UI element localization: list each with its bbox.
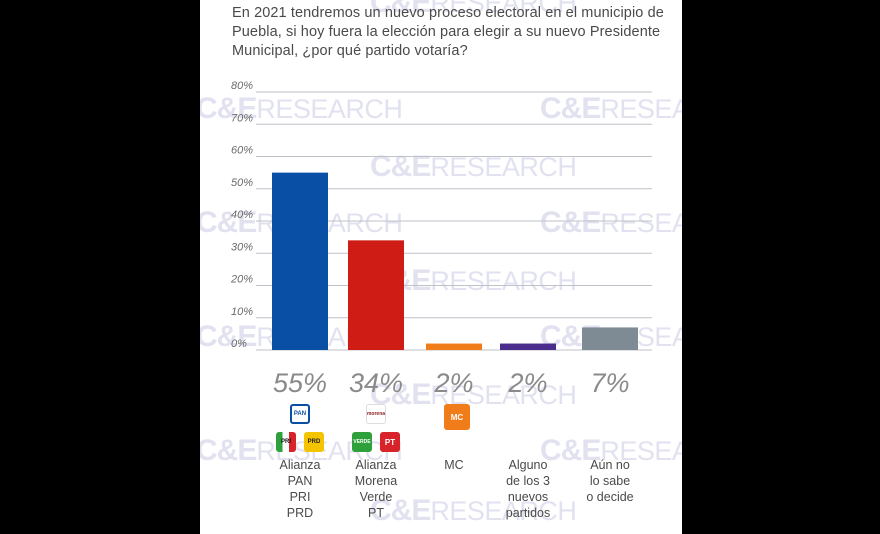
value-label: 2% [507, 368, 547, 398]
bar [348, 240, 404, 350]
value-label: 34% [349, 368, 403, 398]
category-label: Aún no lo sabe o decide [586, 458, 634, 504]
category-label: MC [444, 458, 464, 472]
bar [500, 343, 556, 350]
prd-logo: PRD [304, 432, 324, 452]
y-tick-label: 50% [231, 177, 253, 189]
value-label: 55% [273, 368, 327, 398]
bar [272, 172, 328, 350]
morena-logo: morena [366, 404, 386, 424]
y-tick-label: 20% [230, 274, 253, 286]
category-label: Alianza PAN PRI PRD [279, 458, 321, 520]
pri-logo: PRI [276, 432, 296, 452]
bar [426, 343, 482, 350]
y-tick-label: 0% [231, 338, 247, 350]
pt-logo: PT [380, 432, 400, 452]
verde-logo: VERDE [352, 432, 372, 452]
value-label: 2% [433, 368, 473, 398]
category-label: Alguno de los 3 nuevos partidos [505, 458, 551, 520]
bar-chart: 0% 10% 20% 30% 40% 50% 60% 70% 80% 55% 34% 2% 2% 7% [230, 80, 652, 398]
y-tick-label: 30% [231, 241, 253, 253]
category-label: Alianza Morena Verde PT [354, 458, 398, 520]
y-tick-label: 80% [231, 80, 253, 92]
y-tick-label: 70% [231, 112, 253, 124]
y-tick-label: 10% [231, 306, 253, 318]
y-tick-label: 60% [231, 145, 253, 157]
pan-logo: PAN [290, 404, 310, 424]
value-label: 7% [590, 368, 629, 398]
y-tick-label: 40% [231, 209, 253, 221]
question-text: En 2021 tendremos un nuevo proceso elect… [232, 5, 664, 59]
mc-logo: MC [444, 404, 470, 430]
bar [582, 327, 638, 350]
chart-panel: C&ERESEARCH C&ERESEARCH C&ERESEARCH C&ER… [200, 0, 682, 534]
